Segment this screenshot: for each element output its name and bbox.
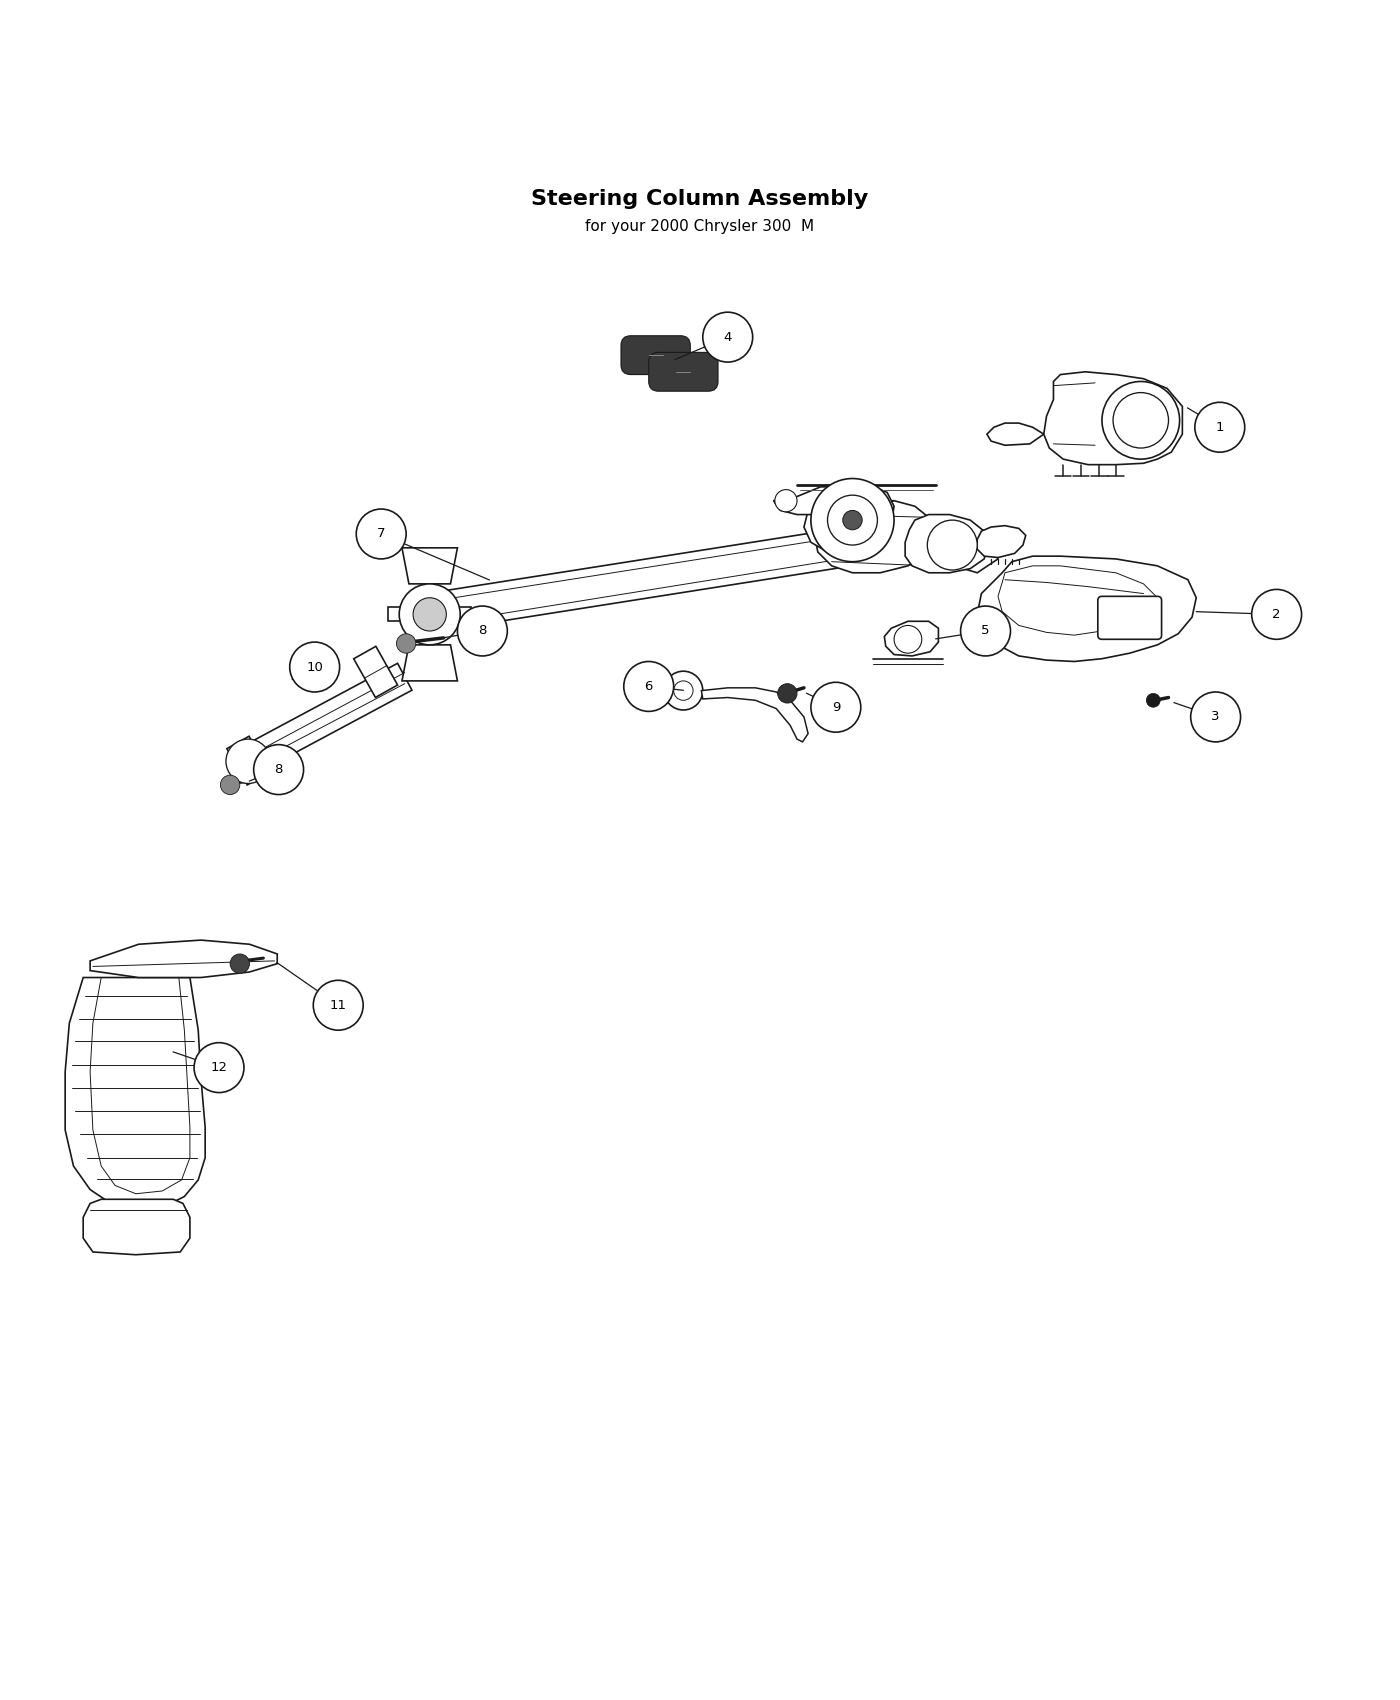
Circle shape xyxy=(960,605,1011,656)
Polygon shape xyxy=(987,423,1044,445)
Polygon shape xyxy=(83,1198,190,1255)
Circle shape xyxy=(1147,694,1161,707)
Text: 7: 7 xyxy=(377,527,385,541)
Circle shape xyxy=(396,634,416,653)
Circle shape xyxy=(811,478,895,561)
Polygon shape xyxy=(423,573,437,656)
Text: 3: 3 xyxy=(1211,711,1219,724)
Text: 1: 1 xyxy=(1215,420,1224,434)
Text: 11: 11 xyxy=(330,998,347,1012)
Circle shape xyxy=(827,495,878,546)
Polygon shape xyxy=(354,646,398,697)
FancyBboxPatch shape xyxy=(1098,597,1162,639)
Circle shape xyxy=(673,682,693,700)
Text: 8: 8 xyxy=(479,624,487,638)
Polygon shape xyxy=(977,525,1026,558)
Circle shape xyxy=(314,981,363,1030)
Polygon shape xyxy=(402,644,458,682)
Circle shape xyxy=(777,683,797,704)
Text: 5: 5 xyxy=(981,624,990,638)
Text: 12: 12 xyxy=(210,1061,228,1074)
Polygon shape xyxy=(885,620,938,656)
Circle shape xyxy=(220,775,239,794)
Polygon shape xyxy=(388,607,472,620)
Polygon shape xyxy=(977,556,1196,661)
Text: for your 2000 Chrysler 300  M: for your 2000 Chrysler 300 M xyxy=(585,219,815,235)
Circle shape xyxy=(1252,590,1302,639)
Circle shape xyxy=(290,643,340,692)
Polygon shape xyxy=(242,663,412,774)
Circle shape xyxy=(195,1042,244,1093)
Polygon shape xyxy=(804,486,895,552)
Polygon shape xyxy=(1044,372,1183,464)
Text: Steering Column Assembly: Steering Column Assembly xyxy=(532,189,868,209)
Polygon shape xyxy=(773,486,839,515)
Text: 8: 8 xyxy=(274,763,283,777)
Circle shape xyxy=(843,510,862,530)
Circle shape xyxy=(225,740,270,784)
Polygon shape xyxy=(227,736,269,785)
Text: 2: 2 xyxy=(1273,609,1281,620)
Circle shape xyxy=(399,583,461,644)
Polygon shape xyxy=(90,940,277,978)
Polygon shape xyxy=(906,515,988,573)
Circle shape xyxy=(664,672,703,711)
Circle shape xyxy=(230,954,249,974)
Circle shape xyxy=(458,605,507,656)
FancyBboxPatch shape xyxy=(622,337,690,374)
Circle shape xyxy=(624,661,673,711)
Polygon shape xyxy=(815,502,932,573)
Circle shape xyxy=(895,626,921,653)
Text: 6: 6 xyxy=(644,680,652,694)
Polygon shape xyxy=(701,688,808,741)
Text: 4: 4 xyxy=(724,330,732,343)
Polygon shape xyxy=(952,530,998,573)
Circle shape xyxy=(356,508,406,559)
Circle shape xyxy=(1190,692,1240,741)
Circle shape xyxy=(413,598,447,631)
Polygon shape xyxy=(434,525,862,631)
Circle shape xyxy=(1113,393,1169,449)
FancyBboxPatch shape xyxy=(648,352,718,391)
Circle shape xyxy=(703,313,753,362)
Polygon shape xyxy=(402,547,458,583)
Circle shape xyxy=(1102,381,1180,459)
Text: 10: 10 xyxy=(307,661,323,673)
Text: 9: 9 xyxy=(832,700,840,714)
Circle shape xyxy=(927,520,977,570)
Polygon shape xyxy=(66,977,206,1210)
Circle shape xyxy=(811,682,861,733)
Circle shape xyxy=(774,490,797,512)
Circle shape xyxy=(253,745,304,794)
Circle shape xyxy=(1194,403,1245,452)
